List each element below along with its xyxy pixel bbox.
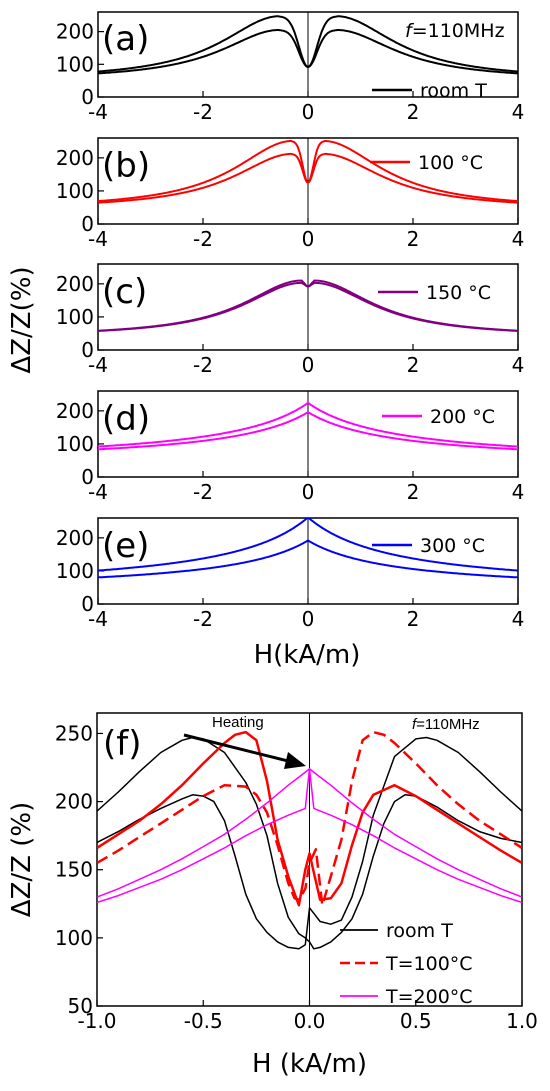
x-tick-label: -2 <box>193 227 213 251</box>
panel-c: -4 -2 0 2 4 0 100 200 (c) 150 °C <box>56 263 525 377</box>
series-group <box>98 140 518 204</box>
series-line-2 <box>98 281 518 332</box>
legend-label: room T <box>386 920 453 942</box>
y-tick-label: 0 <box>81 85 94 109</box>
series-line-2 <box>98 411 518 451</box>
arrow-label: Heating <box>212 714 264 731</box>
series-line-2 <box>98 539 518 579</box>
y-tick-label: 0 <box>81 212 94 236</box>
x-tick-label: 4 <box>512 480 525 504</box>
x-tick-label: 0 <box>302 353 315 377</box>
frequency-annotation: f=110MHz <box>412 716 480 733</box>
heating-arrow-line <box>183 733 301 766</box>
legend-label: room T <box>420 80 487 102</box>
shared-x-axis-title: H(kA/m) <box>254 640 361 670</box>
x-tick-label: 0.0 <box>294 1009 326 1033</box>
legend-label: T=100°C <box>385 953 473 975</box>
y-tick-label: 100 <box>56 179 94 203</box>
series-line-2 <box>98 152 518 204</box>
legend-label: 150 °C <box>426 282 491 304</box>
x-tick-label: 2 <box>407 100 420 124</box>
y-tick-label: 200 <box>56 272 94 296</box>
series-line-5 <box>97 768 522 904</box>
x-tick-label: -4 <box>88 100 108 124</box>
panel-e: -4 -2 0 2 4 0 100 200 (e) 300 °C <box>56 517 525 631</box>
y-tick-label: 100 <box>56 432 94 456</box>
frequency-annotation: f=110MHz <box>405 20 505 42</box>
legend-label: 200 °C <box>430 406 495 428</box>
series-line-2 <box>97 736 522 950</box>
x-tick-label: 0 <box>302 480 315 504</box>
x-tick-label: 2 <box>407 480 420 504</box>
legend-label: 100 °C <box>418 152 483 174</box>
x-tick-label: -2 <box>193 480 213 504</box>
x-tick-label: -2 <box>193 100 213 124</box>
panel-a: -4 -2 0 2 4 0 100 200 (a) f=110MHz room T <box>56 11 525 124</box>
x-tick-label: -2 <box>193 607 213 631</box>
y-tick-label: 100 <box>56 52 94 76</box>
y-tick-label: 200 <box>56 146 94 170</box>
y-tick-label: 200 <box>56 20 94 44</box>
y-tick-label: 100 <box>56 559 94 583</box>
heating-arrow-head <box>284 752 306 769</box>
y-tick-label: 200 <box>55 790 93 814</box>
x-tick-label: 2 <box>407 607 420 631</box>
panel-b: -4 -2 0 2 4 0 100 200 (b) 100 °C <box>56 137 525 251</box>
x-tick-label: 2 <box>407 353 420 377</box>
x-tick-label: -4 <box>88 353 108 377</box>
series-group <box>98 279 518 332</box>
y-axis-title: ΔZ/Z (%) <box>7 802 37 917</box>
shared-y-axis-title: ΔZ/Z(%) <box>7 266 37 373</box>
panel-label: (d) <box>102 399 150 439</box>
x-tick-label: 0 <box>302 100 315 124</box>
y-tick-label: 150 <box>55 858 93 882</box>
panel-label: (f) <box>103 724 142 764</box>
x-axis-title: H (kA/m) <box>252 1049 367 1079</box>
series-group <box>98 15 518 75</box>
x-tick-label: -0.5 <box>184 1009 223 1033</box>
y-tick-label: 200 <box>56 399 94 423</box>
x-tick-label: -4 <box>88 607 108 631</box>
series-group <box>98 401 518 451</box>
y-tick-label: 200 <box>56 526 94 550</box>
x-tick-label: -4 <box>88 227 108 251</box>
panel-f: -1.0 -0.5 0.0 0.5 1.0 50 100 150 200 250 (f) f=110M… <box>7 712 538 1079</box>
series-line-1 <box>98 518 518 572</box>
x-tick-label: 0.5 <box>400 1009 432 1033</box>
panel-label: (b) <box>102 146 150 186</box>
legend-label: 300 °C <box>420 535 485 557</box>
x-tick-label: -1.0 <box>77 1009 116 1033</box>
y-tick-label: 50 <box>68 994 93 1018</box>
x-tick-label: 4 <box>512 100 525 124</box>
x-tick-label: 4 <box>512 227 525 251</box>
x-tick-label: 2 <box>407 227 420 251</box>
panel-label: (a) <box>102 19 149 59</box>
panel-label: (c) <box>102 272 147 312</box>
y-tick-label: 250 <box>55 721 93 745</box>
x-tick-label: 4 <box>512 353 525 377</box>
series-line-6 <box>97 768 522 904</box>
series-line-2 <box>98 29 518 75</box>
x-tick-label: -2 <box>193 353 213 377</box>
x-tick-label: 0 <box>302 227 315 251</box>
series-group <box>97 730 522 950</box>
series-line-1 <box>98 401 518 448</box>
y-tick-label: 100 <box>56 305 94 329</box>
panel-d: -4 -2 0 2 4 0 100 200 (d) 200 °C <box>56 390 525 504</box>
y-tick-label: 0 <box>81 592 94 616</box>
y-tick-label: 100 <box>55 926 93 950</box>
x-tick-label: 0 <box>302 607 315 631</box>
x-tick-label: -4 <box>88 480 108 504</box>
y-tick-label: 0 <box>81 338 94 362</box>
panel-label: (e) <box>102 526 149 566</box>
x-tick-label: 4 <box>512 607 525 631</box>
series-line-4 <box>97 730 522 907</box>
legend-label: T=200°C <box>385 986 473 1008</box>
y-tick-label: 0 <box>81 465 94 489</box>
x-tick-label: 1.0 <box>506 1009 538 1033</box>
series-group <box>98 518 518 579</box>
